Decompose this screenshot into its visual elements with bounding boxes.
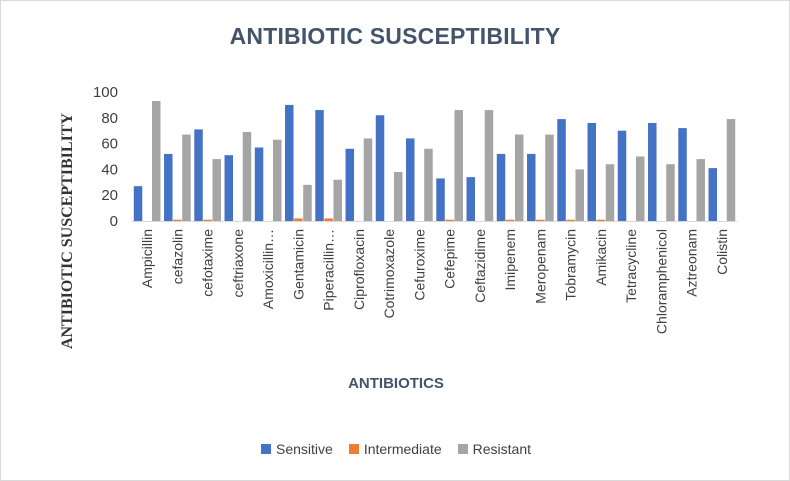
chart-legend: Sensitive Intermediate Resistant: [1, 441, 790, 457]
legend-item-sensitive: Sensitive: [261, 441, 333, 457]
bar-sensitive-20: [708, 168, 718, 221]
x-tick-label: Cefuroxime: [411, 229, 427, 301]
legend-item-resistant: Resistant: [457, 441, 531, 457]
x-tick-label: Cotrimoxazole: [381, 229, 397, 319]
bar-intermediate-13: [505, 219, 515, 221]
x-tick-label: Gentamicin: [290, 229, 306, 300]
bar-sensitive-8: [345, 148, 355, 221]
bar-resistant-17: [635, 156, 645, 221]
bar-sensitive-15: [557, 119, 566, 221]
bar-intermediate-11: [445, 219, 454, 221]
bar-resistant-19: [696, 159, 705, 221]
y-tick-label: 60: [101, 136, 118, 153]
bar-resistant-7: [333, 179, 342, 221]
bar-sensitive-3: [194, 129, 203, 221]
chart-title: ANTIBIOTIC SUSCEPTIBILITY: [229, 23, 561, 49]
bar-sensitive-14: [527, 153, 536, 221]
bar-intermediate-3: [203, 219, 212, 221]
bar-sensitive-4: [224, 155, 234, 221]
x-tick-label: cefotaxime: [200, 229, 216, 297]
x-tick-label: Tetracycline: [623, 229, 639, 303]
bar-resistant-18: [666, 164, 675, 221]
y-tick-label: 40: [101, 161, 118, 178]
bar-resistant-8: [363, 138, 373, 221]
x-axis-label: ANTIBIOTICS: [348, 375, 444, 392]
x-tick-label: Piperacillin…: [321, 229, 337, 311]
bar-resistant-14: [545, 134, 554, 221]
bar-resistant-2: [182, 134, 191, 221]
bar-resistant-1: [151, 101, 161, 221]
bar-intermediate-2: [173, 219, 182, 221]
bar-sensitive-13: [496, 153, 506, 221]
bar-sensitive-17: [617, 130, 627, 221]
bar-sensitive-10: [406, 138, 415, 221]
bar-resistant-3: [212, 159, 221, 221]
y-tick-label: 0: [110, 213, 118, 230]
bar-resistant-10: [424, 148, 433, 221]
x-tick-label: Imipenem: [502, 229, 518, 290]
bar-intermediate-6: [294, 218, 303, 221]
x-tick-label: Meropenam: [532, 229, 548, 304]
y-tick-label: 80: [101, 110, 118, 127]
bar-sensitive-11: [436, 178, 445, 221]
legend-item-intermediate: Intermediate: [348, 441, 442, 457]
bar-sensitive-9: [375, 115, 385, 221]
x-tick-label: Amikacin: [593, 229, 609, 286]
bar-resistant-6: [303, 184, 312, 221]
legend-label: Intermediate: [363, 441, 442, 457]
legend-swatch-intermediate: [348, 444, 359, 454]
bar-chart-plot: 0 20 40 60 80 100 Ampicillin cefazolin cefotaxim…: [93, 84, 737, 334]
bar-resistant-16: [605, 164, 615, 221]
bar-intermediate-7: [324, 218, 333, 221]
bar-intermediate-16: [596, 219, 606, 221]
bar-sensitive-7: [315, 110, 324, 221]
x-tick-label: Cefepime: [442, 229, 458, 289]
x-tick-label: Tobramycin: [563, 229, 579, 301]
bar-resistant-13: [514, 134, 524, 221]
x-tick-label: Ampicillin: [139, 229, 155, 288]
bar-sensitive-18: [648, 122, 657, 221]
x-tick-label: Ceftazidime: [472, 229, 488, 303]
bar-sensitive-19: [678, 128, 687, 221]
bar-sensitive-6: [285, 104, 294, 221]
x-tick-label: Aztreonam: [684, 229, 700, 297]
bar-sensitive-2: [164, 153, 173, 221]
x-tick-label: ceftriaxone: [230, 229, 246, 298]
legend-label: Sensitive: [276, 441, 333, 457]
bar-resistant-9: [393, 171, 403, 221]
x-tick-label: Colistin: [714, 229, 730, 275]
bar-sensitive-5: [254, 147, 264, 221]
x-tick-label: Amoxicillin…: [260, 229, 276, 309]
legend-swatch-sensitive: [261, 444, 271, 454]
bar-intermediate-14: [536, 219, 545, 221]
y-tick-label: 100: [93, 84, 118, 101]
legend-label: Resistant: [472, 441, 531, 457]
bar-resistant-4: [242, 131, 252, 221]
bar-resistant-12: [484, 110, 494, 221]
y-tick-label: 20: [101, 187, 118, 204]
bar-intermediate-15: [566, 219, 575, 221]
x-tick-label: cefazolin: [169, 229, 185, 284]
bar-sensitive-12: [466, 177, 476, 221]
x-tick-label: Chloramphenicol: [653, 229, 669, 334]
x-tick-label: Ciprofloxacin: [351, 229, 367, 310]
legend-swatch-resistant: [457, 444, 468, 454]
bar-sensitive-1: [133, 186, 143, 221]
bar-resistant-20: [726, 119, 736, 221]
bar-resistant-15: [575, 169, 584, 221]
bar-sensitive-16: [587, 122, 597, 221]
bar-resistant-5: [272, 139, 282, 221]
bar-resistant-11: [454, 110, 463, 221]
